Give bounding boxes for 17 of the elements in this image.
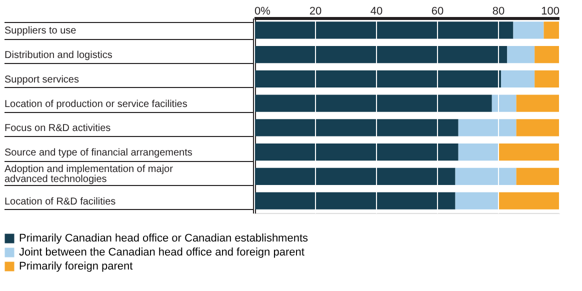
y-tick-label: Location of production or service facilities <box>4 98 188 110</box>
x-tick-label: 80 <box>492 6 505 18</box>
x-tick-label: 20 <box>309 6 322 18</box>
x-tick-label: 0% <box>254 6 271 18</box>
x-tick-label: 60 <box>431 6 444 18</box>
y-tick-label: Adoption and implementation of major advanced technologies <box>4 164 174 185</box>
x-tick-label: 100 <box>541 6 560 18</box>
y-tick-label: Support services <box>4 74 79 86</box>
legend-label: Joint between the Canadian head office and foreign parent <box>19 246 304 258</box>
y-tick-label: Focus on R&D activities <box>4 123 111 134</box>
y-tick-label: Suppliers to use <box>4 26 77 37</box>
y-tick-label: Location of R&D facilities <box>4 196 116 208</box>
y-tick-label: Source and type of financial arrangements <box>4 148 192 159</box>
legend-label: Primarily Canadian head office or Canadian establishments <box>19 232 309 244</box>
y-tick-label: Distribution and logistics <box>4 50 112 62</box>
legend-label: Primarily foreign parent <box>19 260 133 272</box>
x-tick-label: 40 <box>370 6 383 18</box>
